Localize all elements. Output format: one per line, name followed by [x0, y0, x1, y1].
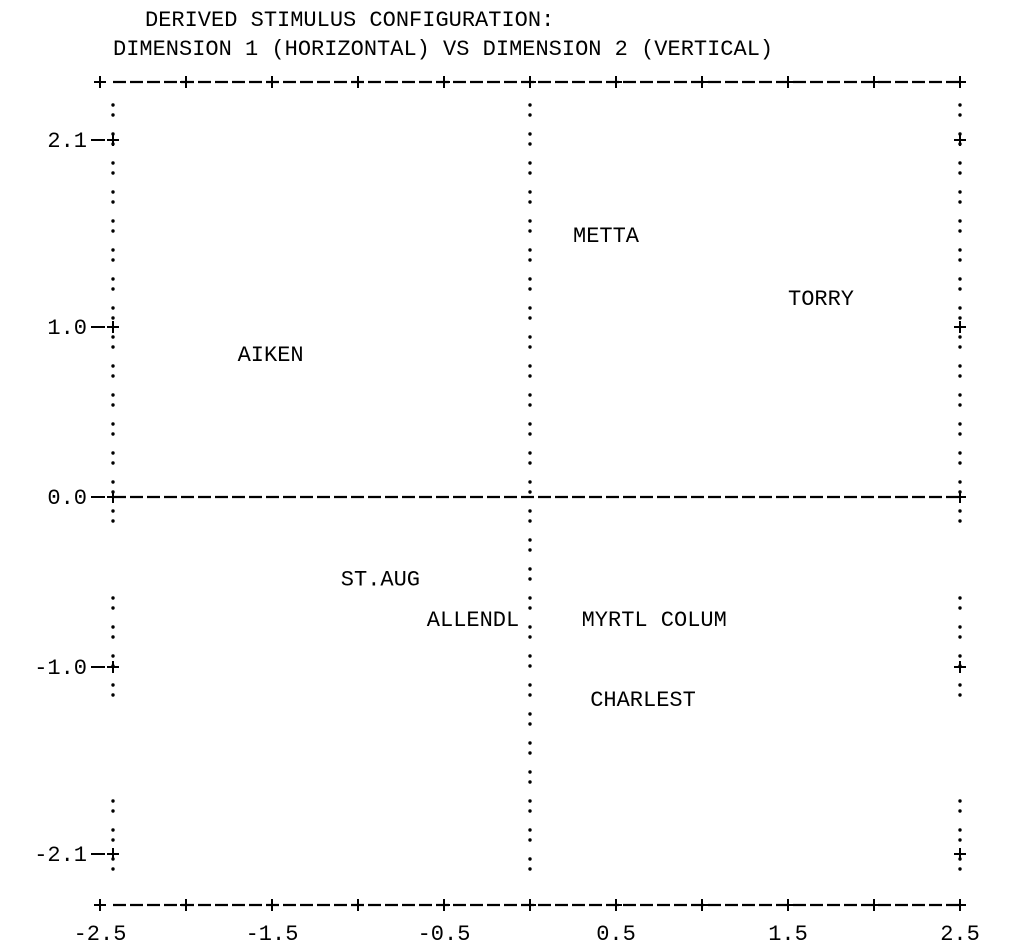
y-axis-tick-mark	[107, 321, 119, 333]
bottom-border-tick	[696, 899, 708, 911]
top-border-tick	[180, 76, 192, 88]
top-border-tick	[868, 76, 880, 88]
y-axis-right-tick-mark	[954, 134, 966, 146]
y-axis-right-tick-mark	[954, 661, 966, 673]
zero-line-vertical	[528, 103, 532, 871]
bottom-border-tick	[180, 899, 192, 911]
point-label: AIKEN	[238, 343, 304, 368]
bottom-border-tick	[954, 899, 966, 911]
top-border-tick	[352, 76, 364, 88]
top-border-tick	[782, 76, 794, 88]
x-tick-label: 1.5	[768, 922, 808, 947]
x-tick-label: -0.5	[418, 922, 471, 947]
top-border-tick	[524, 76, 536, 88]
bottom-border-tick	[266, 899, 278, 911]
top-border-tick	[438, 76, 450, 88]
top-border-tick	[94, 76, 106, 88]
chart-subtitle: DIMENSION 1 (HORIZONTAL) VS DIMENSION 2 …	[113, 37, 774, 62]
y-axis-tick-mark	[107, 134, 119, 146]
y-axis-right-tick-mark	[954, 491, 966, 503]
bottom-border-tick	[868, 899, 880, 911]
bottom-border-tick	[610, 899, 622, 911]
bottom-border-tick	[438, 899, 450, 911]
y-tick-label: 1.0	[47, 316, 87, 341]
top-border-tick	[696, 76, 708, 88]
point-label: ALLENDL	[427, 608, 519, 633]
y-tick-label: -1.0	[34, 656, 87, 681]
x-tick-label: 2.5	[940, 922, 980, 947]
bottom-border-tick	[94, 899, 106, 911]
x-tick-label: 0.5	[596, 922, 636, 947]
point-label: CHARLEST	[590, 688, 696, 713]
x-axis: -2.5 -1.5 -0.5 0.5 1.5 2.5	[74, 922, 980, 947]
top-border-tick	[954, 76, 966, 88]
frame-right-border	[958, 103, 962, 871]
y-axis-tick-mark	[107, 491, 119, 503]
bottom-border-tick	[352, 899, 364, 911]
plot-frame	[94, 76, 966, 911]
frame-left-border	[111, 103, 115, 871]
y-axis-tick-mark	[107, 848, 119, 860]
point-label: METTA	[573, 224, 640, 249]
x-tick-label: -2.5	[74, 922, 127, 947]
y-tick-label: 2.1	[47, 129, 87, 154]
y-axis-tick-mark	[107, 661, 119, 673]
y-axis-right-tick-mark	[954, 321, 966, 333]
bottom-border-tick	[524, 899, 536, 911]
y-axis-right-tick-mark	[954, 848, 966, 860]
point-label: TORRY	[788, 287, 854, 312]
x-tick-label: -1.5	[246, 922, 299, 947]
data-points: METTA TORRY AIKEN ST.AUG ALLENDL MYRTL COLUM C…	[238, 224, 854, 713]
top-border-tick	[266, 76, 278, 88]
top-border-tick	[610, 76, 622, 88]
y-axis: 2.1 1.0 0.0 -1.0 -2.1	[34, 129, 966, 868]
y-tick-label: 0.0	[47, 486, 87, 511]
point-label: MYRTL COLUM	[582, 608, 727, 633]
point-label: ST.AUG	[341, 567, 420, 592]
y-tick-label: -2.1	[34, 843, 87, 868]
bottom-border-tick	[782, 899, 794, 911]
chart-title: DERIVED STIMULUS CONFIGURATION:	[145, 8, 555, 33]
